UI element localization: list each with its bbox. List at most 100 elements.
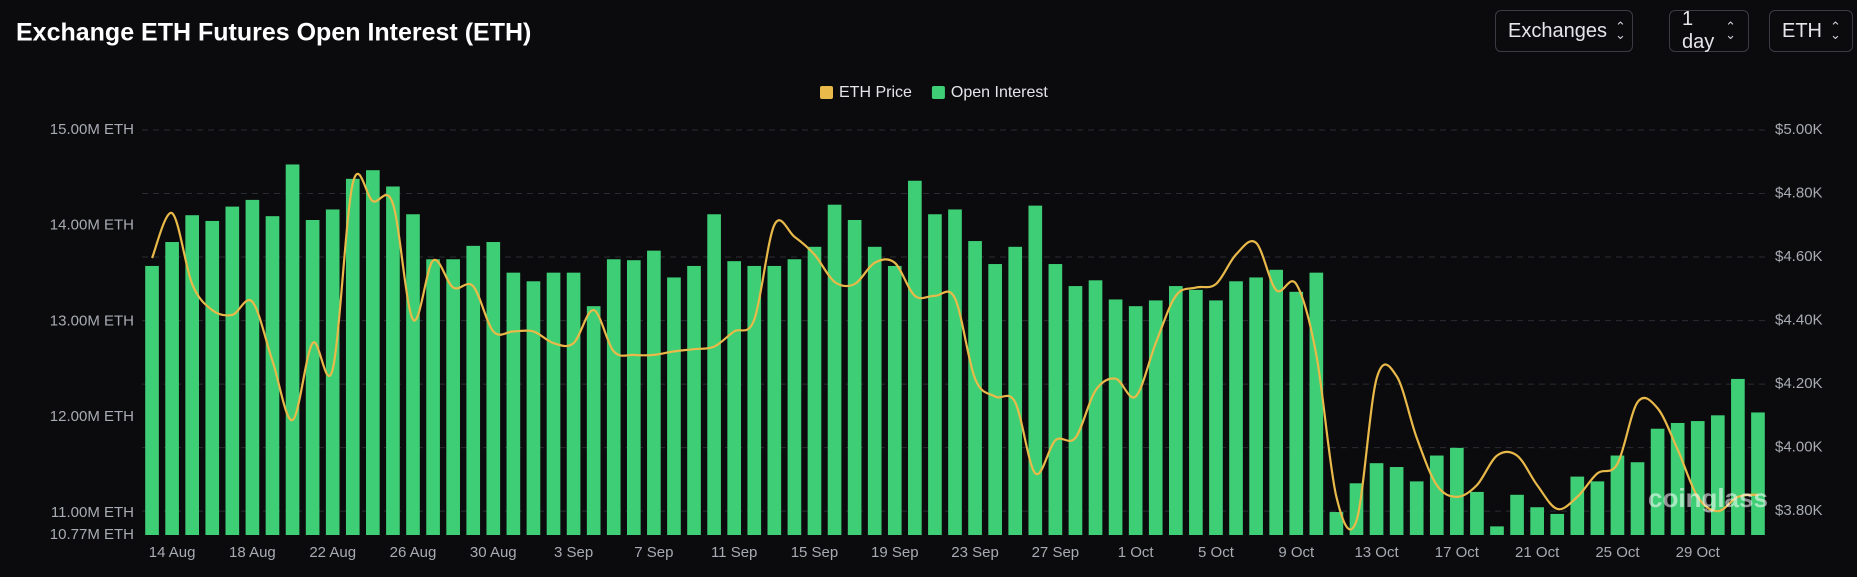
x-tick-label: 18 Aug — [229, 544, 276, 561]
y2-tick-label: $3.80K — [1775, 502, 1823, 519]
y2-tick-label: $5.00K — [1775, 121, 1823, 138]
bar — [205, 220, 220, 535]
bar — [1369, 463, 1384, 535]
bar — [145, 265, 159, 535]
bar — [1650, 428, 1665, 535]
y2-tick-label: $4.60K — [1775, 248, 1823, 265]
legend-label: ETH Price — [839, 84, 912, 101]
dropdown-label: Exchanges — [1508, 19, 1607, 42]
bar — [1309, 272, 1324, 535]
bar — [887, 265, 902, 535]
bar — [807, 246, 822, 535]
bar — [988, 264, 1002, 535]
watermark: coinglass — [1648, 483, 1768, 513]
bar — [1148, 300, 1163, 535]
x-tick-label: 5 Oct — [1198, 544, 1235, 561]
bar — [1389, 467, 1404, 535]
bar — [265, 216, 280, 535]
bar — [486, 242, 501, 535]
bar — [225, 206, 240, 535]
bar — [928, 214, 942, 536]
bar — [847, 220, 862, 535]
x-tick-label: 29 Oct — [1676, 544, 1721, 561]
chevron-icon: ⌃ ⌄ — [1725, 19, 1736, 42]
bar — [767, 265, 782, 535]
x-tick-label: 1 Oct — [1118, 544, 1155, 561]
bar — [426, 259, 440, 535]
bar — [406, 214, 420, 536]
y-tick-label: 11.00M ETH — [51, 504, 134, 521]
bar — [1690, 421, 1705, 535]
bar — [366, 170, 380, 535]
x-tick-label: 25 Oct — [1595, 544, 1640, 561]
x-tick-label: 23 Sep — [951, 544, 999, 561]
x-tick-label: 21 Oct — [1515, 544, 1560, 561]
x-tick-label: 13 Oct — [1354, 544, 1399, 561]
x-tick-label: 22 Aug — [309, 544, 356, 561]
bar — [1670, 422, 1685, 535]
x-tick-label: 26 Aug — [390, 544, 437, 561]
bar — [1429, 455, 1444, 535]
x-tick-label: 30 Aug — [470, 544, 517, 561]
legend-swatch — [931, 86, 945, 99]
legend-swatch — [820, 86, 833, 99]
bar — [1229, 281, 1243, 535]
bar — [1189, 289, 1203, 535]
y-tick-label: 12.00M ETH — [50, 408, 134, 425]
dropdown-label: ETH — [1782, 19, 1822, 42]
bar — [1249, 277, 1263, 535]
dropdown-button[interactable]: ETH ⌃ ⌄ — [1769, 10, 1853, 52]
x-tick-label: 14 Aug — [149, 544, 196, 561]
bar — [566, 272, 581, 535]
bar — [1550, 513, 1565, 535]
bar — [1610, 455, 1625, 535]
legend-label: Open Interest — [951, 84, 1049, 101]
bar — [1510, 494, 1524, 535]
bar — [1168, 286, 1183, 535]
bar — [667, 277, 681, 535]
x-tick-label: 17 Oct — [1435, 544, 1480, 561]
y-tick-label: 14.00M ETH — [50, 217, 134, 234]
bar — [1751, 412, 1765, 535]
bar — [1530, 507, 1544, 535]
y2-tick-label: $4.40K — [1775, 312, 1823, 329]
bar — [1470, 491, 1484, 535]
bar — [185, 215, 200, 535]
bar — [1329, 512, 1344, 535]
bar — [606, 259, 621, 535]
dropdown-button[interactable]: Exchanges ⌃ ⌄ — [1495, 10, 1633, 52]
bar — [867, 246, 882, 535]
bar — [1630, 462, 1645, 535]
bar — [968, 241, 982, 535]
bar — [1068, 286, 1083, 535]
bar — [727, 261, 742, 535]
dropdown-button[interactable]: 1 day ⌃ ⌄ — [1669, 8, 1749, 53]
y-tick-label: 13.00M ETH — [50, 312, 134, 329]
bar — [1590, 481, 1605, 535]
bar — [446, 259, 460, 535]
x-tick-label: 27 Sep — [1032, 544, 1080, 561]
bar — [586, 306, 601, 535]
bar — [1028, 205, 1043, 535]
x-tick-label: 15 Sep — [791, 544, 839, 561]
bar — [1088, 280, 1103, 535]
bar — [707, 214, 721, 536]
bar — [1269, 269, 1284, 535]
bar — [626, 260, 641, 535]
bar — [305, 220, 320, 535]
bar — [546, 272, 561, 535]
bar — [1710, 415, 1725, 535]
bar — [948, 209, 962, 535]
x-tick-label: 3 Sep — [554, 544, 593, 561]
y2-tick-label: $4.00K — [1775, 439, 1823, 456]
bar — [165, 242, 179, 535]
x-tick-label: 11 Sep — [711, 544, 757, 561]
bar — [787, 259, 802, 535]
bar — [1128, 306, 1143, 535]
bar — [687, 265, 701, 535]
bar — [827, 204, 842, 535]
y2-tick-label: $4.20K — [1775, 375, 1823, 392]
bar — [1570, 476, 1585, 535]
